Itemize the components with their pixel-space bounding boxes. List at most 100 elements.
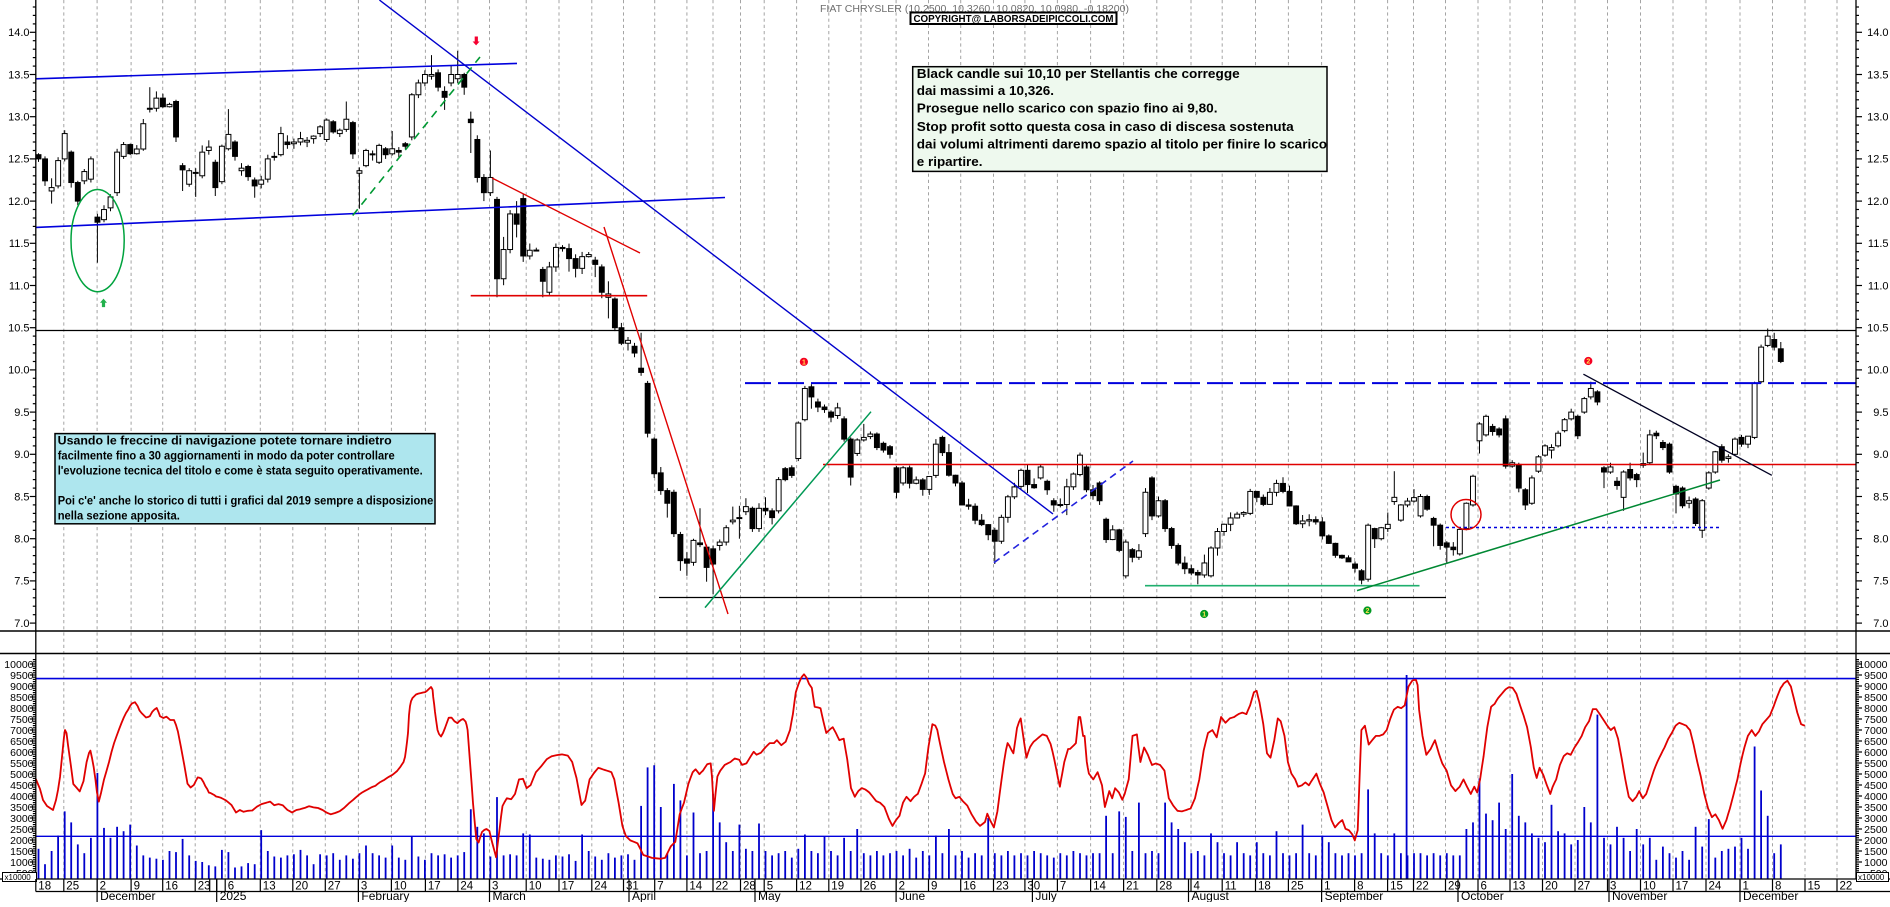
svg-text:February: February — [361, 889, 409, 902]
svg-text:27: 27 — [1578, 881, 1591, 893]
svg-text:9.5: 9.5 — [14, 407, 29, 419]
svg-text:8.0: 8.0 — [1873, 534, 1888, 546]
svg-text:17: 17 — [562, 881, 575, 893]
svg-text:7: 7 — [657, 881, 663, 893]
svg-text:8: 8 — [1775, 881, 1781, 893]
svg-text:6500: 6500 — [1864, 736, 1888, 748]
svg-text:15: 15 — [1808, 881, 1821, 893]
svg-text:5500: 5500 — [1864, 758, 1888, 770]
svg-text:28: 28 — [1159, 881, 1172, 893]
svg-text:17: 17 — [1676, 881, 1689, 893]
svg-text:20: 20 — [295, 881, 308, 893]
svg-text:17: 17 — [428, 881, 441, 893]
svg-text:5000: 5000 — [1864, 769, 1888, 781]
svg-text:23: 23 — [198, 881, 211, 893]
svg-text:Usando le freccine di navigazi: Usando le freccine di navigazione potete… — [58, 433, 392, 447]
svg-text:8500: 8500 — [1864, 692, 1888, 704]
svg-text:July: July — [1035, 889, 1056, 902]
svg-text:1: 1 — [1324, 881, 1330, 893]
svg-text:11: 11 — [1225, 881, 1237, 893]
svg-text:2500: 2500 — [1864, 824, 1888, 836]
svg-text:9000: 9000 — [10, 681, 34, 693]
svg-text:11.5: 11.5 — [1868, 238, 1889, 250]
svg-text:Prosegue nello scarico con spa: Prosegue nello scarico con spazio fino a… — [917, 102, 1218, 116]
svg-text:dai volumi altrimenti daremo s: dai volumi altrimenti daremo spazio al t… — [917, 138, 1328, 152]
svg-text:1: 1 — [1743, 881, 1749, 893]
svg-text:3: 3 — [1610, 881, 1616, 893]
svg-text:24: 24 — [1709, 881, 1722, 893]
svg-text:4500: 4500 — [1864, 780, 1888, 792]
svg-text:5500: 5500 — [10, 758, 34, 770]
svg-text:1: 1 — [802, 359, 806, 366]
svg-text:2500: 2500 — [10, 824, 34, 836]
svg-text:30: 30 — [1027, 881, 1040, 893]
svg-text:7.0: 7.0 — [14, 618, 29, 630]
svg-text:13: 13 — [263, 881, 276, 893]
svg-text:1500: 1500 — [1864, 846, 1888, 858]
svg-text:May: May — [758, 889, 781, 902]
svg-text:October: October — [1461, 889, 1504, 902]
svg-text:3000: 3000 — [1864, 813, 1888, 825]
svg-text:nella sezione apposita.: nella sezione apposita. — [58, 509, 180, 523]
svg-text:FIAT CHRYSLER (10.2500, 10.326: FIAT CHRYSLER (10.2500, 10.3260, 10.0820… — [820, 4, 1129, 15]
svg-text:9: 9 — [134, 881, 140, 893]
svg-text:3500: 3500 — [1864, 802, 1888, 814]
svg-text:8500: 8500 — [10, 692, 34, 704]
svg-text:8.5: 8.5 — [1873, 491, 1888, 503]
svg-text:10.5: 10.5 — [8, 323, 29, 335]
svg-text:1500: 1500 — [10, 846, 34, 858]
svg-text:10000: 10000 — [1858, 659, 1887, 671]
svg-text:l'evoluzione tecnica del titol: l'evoluzione tecnica del titolo e come è… — [58, 464, 423, 478]
svg-text:4: 4 — [1194, 881, 1201, 893]
svg-text:14.0: 14.0 — [1867, 27, 1888, 39]
svg-text:8000: 8000 — [1864, 703, 1888, 715]
svg-text:13.5: 13.5 — [8, 69, 29, 81]
svg-text:12.5: 12.5 — [8, 154, 29, 166]
svg-text:x10000: x10000 — [5, 873, 32, 882]
svg-text:14: 14 — [689, 881, 702, 893]
svg-text:4500: 4500 — [10, 780, 34, 792]
svg-text:24: 24 — [460, 881, 473, 893]
svg-text:Stop profit sotto questa cosa: Stop profit sotto questa cosa in caso di… — [917, 120, 1295, 134]
svg-text:10000: 10000 — [4, 659, 33, 671]
svg-text:28: 28 — [743, 881, 756, 893]
svg-text:22: 22 — [1840, 881, 1853, 893]
svg-text:6: 6 — [1481, 881, 1487, 893]
svg-text:4000: 4000 — [10, 791, 34, 803]
svg-text:13: 13 — [1513, 881, 1526, 893]
svg-text:11.0: 11.0 — [9, 280, 30, 292]
svg-text:8: 8 — [1357, 881, 1363, 893]
svg-text:9000: 9000 — [1864, 681, 1888, 693]
svg-text:2: 2 — [100, 881, 106, 893]
svg-text:26: 26 — [864, 881, 877, 893]
svg-text:25: 25 — [1291, 881, 1304, 893]
svg-text:12: 12 — [799, 881, 812, 893]
svg-text:e ripartire.: e ripartire. — [917, 155, 983, 169]
svg-text:December: December — [1743, 889, 1798, 902]
svg-text:April: April — [632, 889, 656, 902]
svg-text:1: 1 — [1202, 612, 1206, 619]
svg-text:9: 9 — [931, 881, 937, 893]
svg-text:6500: 6500 — [10, 736, 34, 748]
svg-text:1000: 1000 — [1864, 857, 1888, 869]
svg-text:31: 31 — [626, 881, 639, 893]
svg-text:March: March — [493, 889, 526, 902]
svg-text:7500: 7500 — [1864, 714, 1888, 726]
svg-text:3500: 3500 — [10, 802, 34, 814]
svg-text:11.0: 11.0 — [1868, 280, 1889, 292]
svg-text:Black candle sui 10,10 per Ste: Black candle sui 10,10 per Stellantis ch… — [917, 67, 1240, 81]
svg-text:10.0: 10.0 — [1867, 365, 1888, 377]
svg-text:3: 3 — [361, 881, 367, 893]
svg-text:29: 29 — [1448, 881, 1461, 893]
svg-text:15: 15 — [1390, 881, 1403, 893]
svg-text:x10000: x10000 — [1858, 873, 1885, 882]
svg-text:June: June — [899, 889, 925, 902]
svg-text:3: 3 — [492, 881, 498, 893]
svg-text:18: 18 — [1258, 881, 1271, 893]
svg-text:20: 20 — [1545, 881, 1558, 893]
svg-text:23: 23 — [996, 881, 1009, 893]
svg-text:14: 14 — [1093, 881, 1106, 893]
svg-text:August: August — [1192, 889, 1230, 902]
svg-text:14.0: 14.0 — [8, 27, 29, 39]
svg-text:facilmente fino a 30 aggiornam: facilmente fino a 30 aggiornamenti in mo… — [58, 449, 395, 463]
